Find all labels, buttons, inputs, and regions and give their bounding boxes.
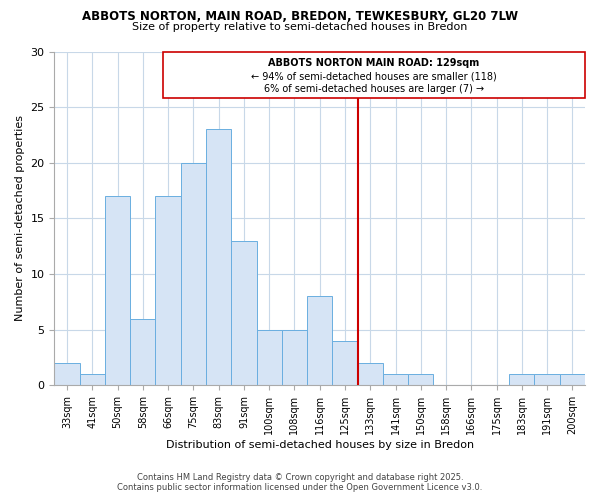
Bar bbox=[257, 330, 282, 386]
Bar bbox=[535, 374, 560, 386]
Bar bbox=[282, 330, 307, 386]
Bar bbox=[408, 374, 433, 386]
Text: ← 94% of semi-detached houses are smaller (118): ← 94% of semi-detached houses are smalle… bbox=[251, 72, 497, 82]
Text: Size of property relative to semi-detached houses in Bredon: Size of property relative to semi-detach… bbox=[133, 22, 467, 32]
Y-axis label: Number of semi-detached properties: Number of semi-detached properties bbox=[15, 116, 25, 322]
Bar bbox=[509, 374, 535, 386]
Bar bbox=[130, 318, 155, 386]
Bar bbox=[206, 130, 231, 386]
Bar bbox=[383, 374, 408, 386]
Bar bbox=[560, 374, 585, 386]
Bar bbox=[307, 296, 332, 386]
Text: ABBOTS NORTON, MAIN ROAD, BREDON, TEWKESBURY, GL20 7LW: ABBOTS NORTON, MAIN ROAD, BREDON, TEWKES… bbox=[82, 10, 518, 23]
Bar bbox=[55, 363, 80, 386]
Bar bbox=[105, 196, 130, 386]
X-axis label: Distribution of semi-detached houses by size in Bredon: Distribution of semi-detached houses by … bbox=[166, 440, 474, 450]
Bar bbox=[358, 363, 383, 386]
Bar bbox=[231, 240, 257, 386]
Text: 6% of semi-detached houses are larger (7) →: 6% of semi-detached houses are larger (7… bbox=[264, 84, 484, 94]
Bar bbox=[332, 341, 358, 386]
Text: Contains HM Land Registry data © Crown copyright and database right 2025.
Contai: Contains HM Land Registry data © Crown c… bbox=[118, 473, 482, 492]
Bar bbox=[181, 163, 206, 386]
Bar bbox=[155, 196, 181, 386]
Text: ABBOTS NORTON MAIN ROAD: 129sqm: ABBOTS NORTON MAIN ROAD: 129sqm bbox=[268, 58, 479, 68]
FancyBboxPatch shape bbox=[163, 52, 585, 98]
Bar bbox=[80, 374, 105, 386]
